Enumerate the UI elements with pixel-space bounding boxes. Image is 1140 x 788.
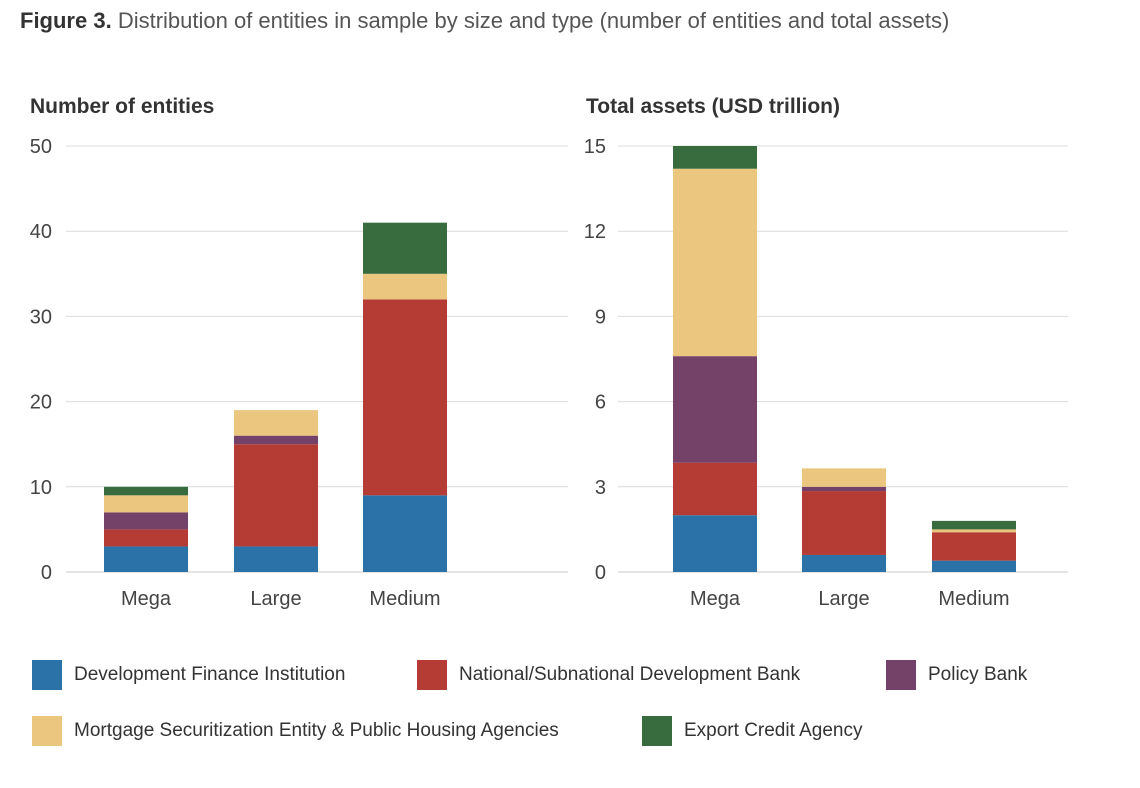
bar-segment [932, 532, 1016, 561]
bar-segment [932, 520, 1016, 530]
figure-title: Figure 3. Distribution of entities in sa… [20, 8, 949, 34]
bar-segment [932, 560, 1016, 572]
legend-label: Development Finance Institution [74, 664, 346, 685]
x-tick-label: Large [818, 588, 869, 610]
x-tick-label: Mega [121, 588, 172, 610]
y-tick-label: 3 [595, 477, 606, 499]
bar-segment [234, 444, 318, 547]
chart-title: Number of entities [30, 95, 214, 118]
bar-segment [802, 468, 886, 487]
legend-swatch [886, 660, 916, 690]
y-tick-label: 6 [595, 392, 606, 414]
y-tick-label: 30 [30, 306, 52, 328]
legend-label: Export Credit Agency [684, 720, 863, 741]
y-tick-label: 0 [41, 562, 52, 584]
y-tick-label: 0 [595, 562, 606, 584]
bar-segment [673, 146, 757, 169]
bar-segment [104, 512, 188, 530]
legend-label: National/Subnational Development Bank [459, 664, 801, 685]
x-tick-label: Medium [369, 588, 440, 610]
bar-segment [673, 356, 757, 463]
bar-segment [673, 168, 757, 357]
y-tick-label: 40 [30, 221, 52, 243]
bar-segment [104, 486, 188, 496]
bar-segment [104, 529, 188, 547]
chart-1: Number of entities 0 10 20 30 40 50 Mega Large Me… [30, 95, 568, 610]
legend-item-national-bank: National/Subnational Development Bank [417, 660, 800, 690]
y-tick-label: 12 [584, 221, 606, 243]
legend-item-export-credit: Export Credit Agency [642, 716, 862, 746]
bar-segment [673, 462, 757, 516]
bar-segment [932, 529, 1016, 533]
bar-segment [363, 273, 447, 300]
legend-swatch [32, 660, 62, 690]
legend-swatch [32, 716, 62, 746]
figure-label: Figure 3. [20, 8, 112, 33]
bar-segment [802, 486, 886, 492]
y-tick-label: 9 [595, 306, 606, 328]
bar-segment [234, 435, 318, 445]
bar-segment [234, 410, 318, 436]
chart-title: Total assets (USD trillion) [586, 95, 840, 118]
bar-segment [673, 515, 757, 572]
chart-2: Total assets (USD trillion) 0 3 6 9 12 15 Mega L… [584, 95, 1068, 610]
legend-swatch [642, 716, 672, 746]
x-tick-label: Large [250, 588, 301, 610]
bar-segment [363, 299, 447, 496]
bar-segment [104, 495, 188, 513]
x-tick-label: Medium [938, 588, 1009, 610]
bar-segment [234, 546, 318, 572]
bar-segment [363, 222, 447, 274]
y-tick-label: 20 [30, 392, 52, 414]
legend-item-policy-bank: Policy Bank [886, 660, 1027, 690]
legend-item-dfi: Development Finance Institution [32, 660, 345, 690]
legend-label: Mortgage Securitization Entity & Public … [74, 720, 559, 741]
y-tick-label: 50 [30, 136, 52, 158]
y-tick-label: 10 [30, 477, 52, 499]
figure-title-text: Distribution of entities in sample by si… [117, 8, 950, 33]
bar-segment [104, 546, 188, 572]
bar-segment [802, 491, 886, 555]
bar-segment [802, 554, 886, 572]
legend-swatch [417, 660, 447, 690]
bar-segment [363, 495, 447, 572]
y-tick-label: 15 [584, 136, 606, 158]
x-tick-label: Mega [690, 588, 741, 610]
legend-item-mortgage: Mortgage Securitization Entity & Public … [32, 716, 559, 746]
legend-label: Policy Bank [928, 664, 1028, 685]
